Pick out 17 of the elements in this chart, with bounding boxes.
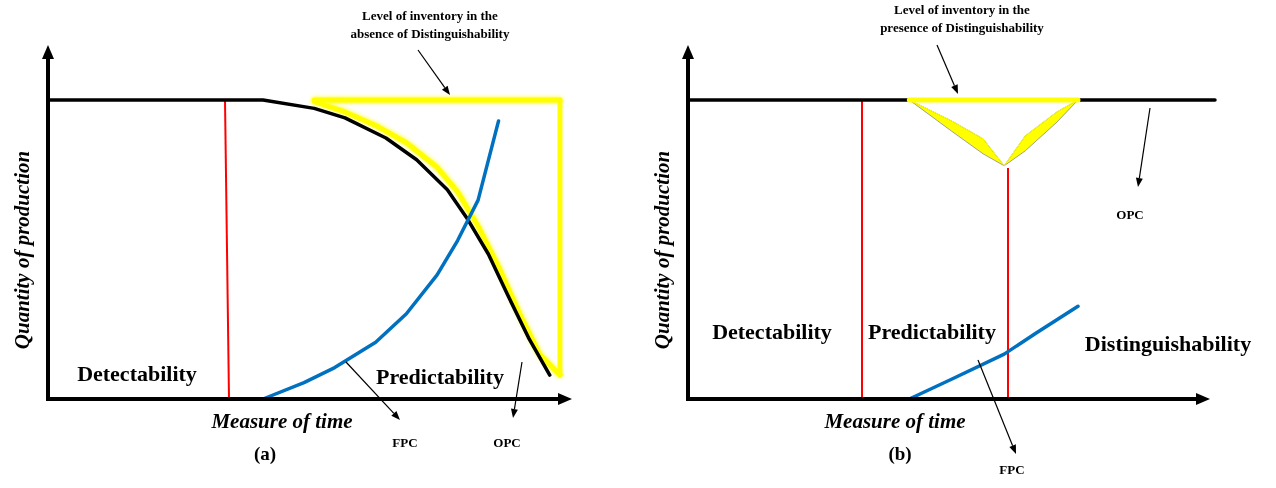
annotation: Predictability (868, 319, 996, 344)
text: FPC (999, 462, 1025, 477)
text: OPC (493, 435, 521, 450)
annotation: Detectability (712, 319, 832, 344)
text: FPC (392, 435, 418, 450)
annotation: Predictability (376, 364, 504, 389)
y-axis-title: Quantity of production (650, 150, 675, 350)
text: (a) (253, 443, 277, 465)
text: Level of inventory in the absence of Distinguishability (350, 8, 510, 41)
annotation: Detectability (77, 361, 197, 386)
annotation: OPC (1116, 207, 1144, 222)
text: (b) (888, 443, 912, 465)
annotation: Distinguishability (1084, 331, 1252, 356)
x-axis-title: Measure of time (210, 409, 353, 433)
y-axis-title: Quantity of production (10, 150, 35, 350)
text: Level of inventory in the presence of Distinguishability (880, 2, 1045, 35)
x-axis-title: Measure of time (823, 409, 966, 433)
